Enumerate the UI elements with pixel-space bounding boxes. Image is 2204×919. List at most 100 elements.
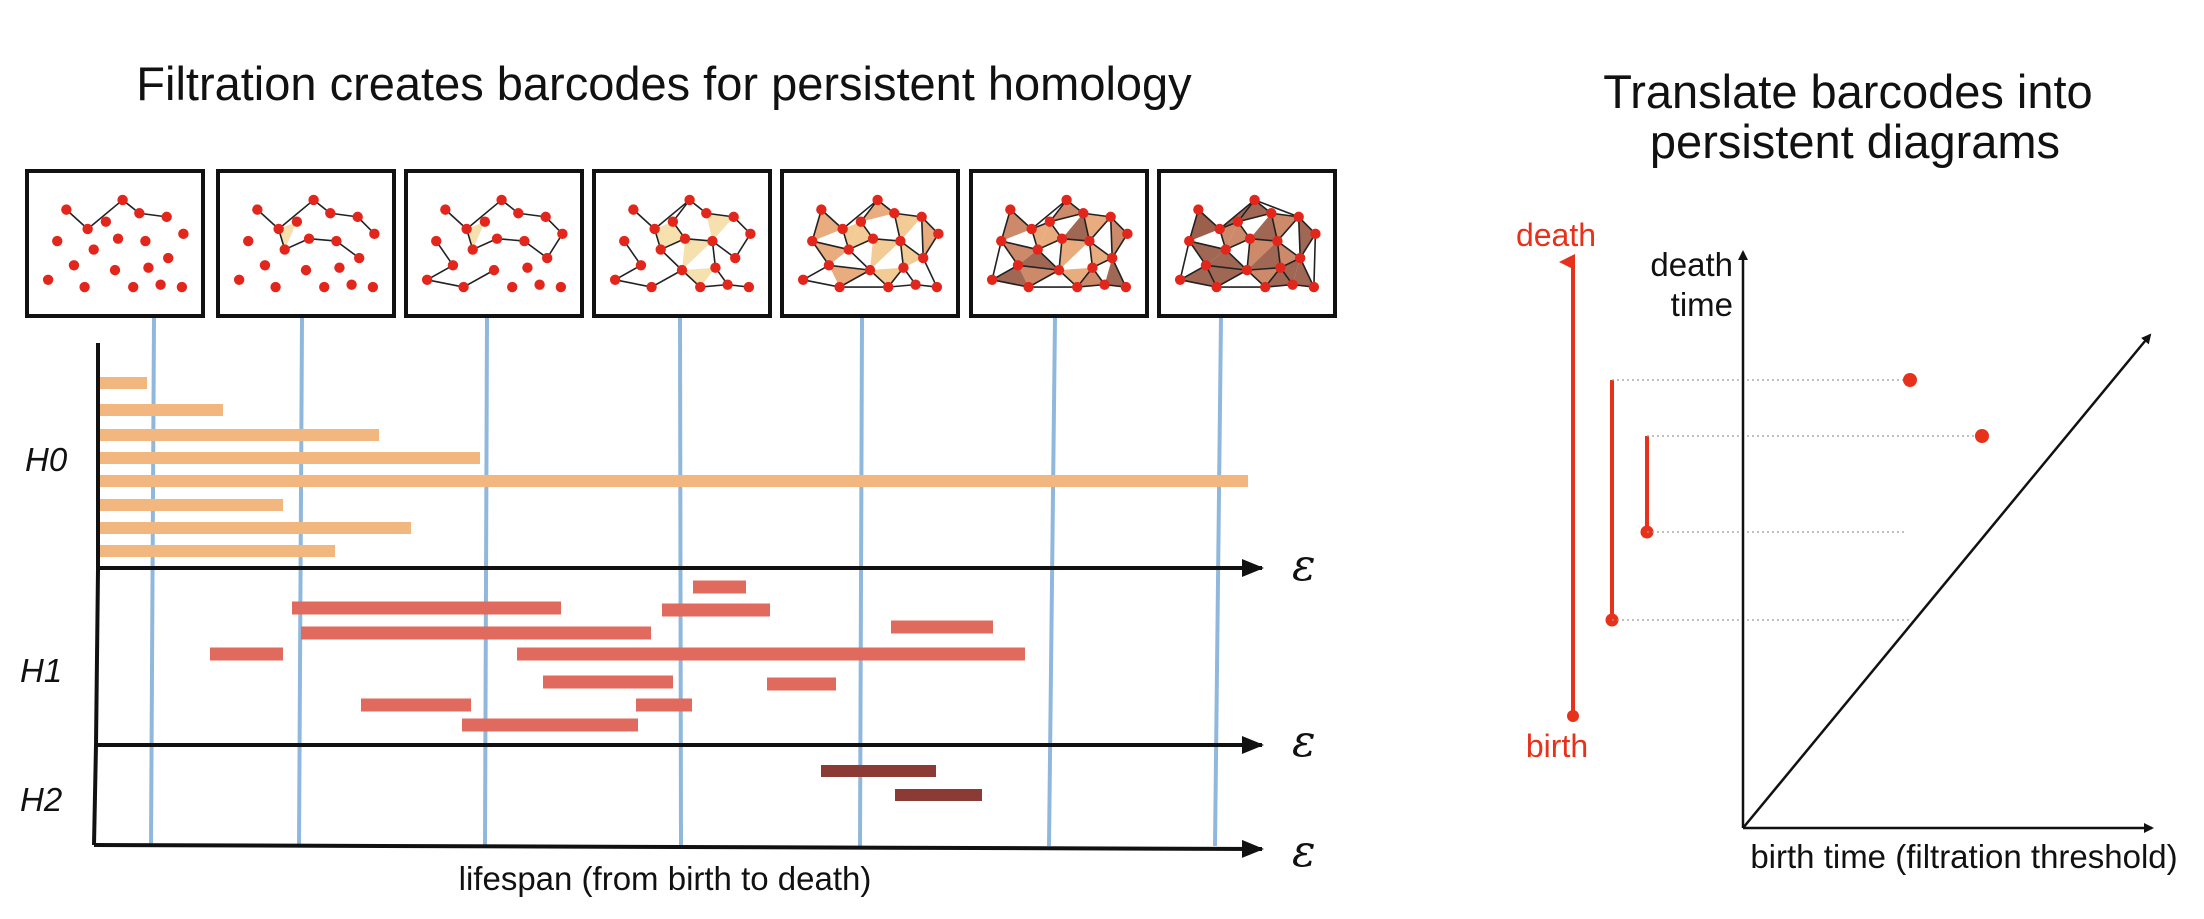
vertex-dot <box>1107 252 1118 264</box>
persistence-point-2 <box>1975 429 1989 443</box>
vertex-dot <box>270 281 281 293</box>
vertex-dot <box>300 264 312 276</box>
vertex-dot <box>79 281 90 293</box>
vertex-dot <box>161 211 172 223</box>
left-panel-title: Filtration creates barcodes for persiste… <box>136 57 1192 110</box>
simplex-triangle <box>900 241 924 268</box>
vertex-dot <box>1200 260 1212 271</box>
vertex-dot <box>555 281 567 293</box>
h1-bar-13 <box>891 620 993 634</box>
simplex-triangle <box>1083 213 1111 242</box>
vertex-dot <box>243 235 254 247</box>
filtration-box-5 <box>780 169 960 318</box>
vertex-dot <box>369 228 380 240</box>
vertex-dot <box>522 262 533 273</box>
barcode-bars <box>100 377 1248 801</box>
simplex-triangle <box>682 238 713 271</box>
h1-label: H1 <box>20 652 62 689</box>
vertex-dot <box>1078 208 1089 219</box>
simplex-edge <box>1179 240 1191 280</box>
simplex-triangle <box>1017 265 1059 288</box>
slice-line-2 <box>297 317 304 847</box>
vertex-dot <box>557 228 568 240</box>
vertex-dot <box>134 208 145 219</box>
vertex-dot <box>1211 281 1222 293</box>
vertex-dot <box>488 264 500 276</box>
vertex-dot <box>367 281 379 293</box>
right-panel-title-line1: Translate barcodes into <box>1603 65 2092 118</box>
vertex-dot <box>273 223 284 235</box>
simplex-edge <box>802 279 840 288</box>
simplex-triangle <box>870 238 901 271</box>
vertex-dot <box>1122 228 1133 240</box>
simplex-edge <box>1111 257 1127 288</box>
h1-bar-9 <box>693 580 746 594</box>
simplex-triangle <box>1062 213 1090 242</box>
vertex-dot <box>1193 204 1204 215</box>
vertex-dot <box>996 235 1007 247</box>
vertex-dot <box>1005 204 1016 215</box>
vertex-dot <box>519 235 530 247</box>
simplex-edge <box>1237 212 1272 223</box>
vertex-dot <box>1249 194 1260 206</box>
filtration-box-2 <box>216 169 396 318</box>
vertex-dot <box>1174 274 1186 285</box>
vertex-dot <box>1120 281 1132 293</box>
vertex-dot <box>1241 264 1253 276</box>
simplex-triangle <box>1104 258 1126 288</box>
vertex-dot <box>1023 281 1034 293</box>
vertex-dot <box>807 235 818 247</box>
filtration-box-6 <box>969 169 1149 318</box>
slice-line-6 <box>1047 317 1057 847</box>
h0-bar-7 <box>100 522 411 534</box>
simplex-edge <box>278 199 315 230</box>
h2-epsilon-axis <box>93 839 1264 858</box>
h1-bar-16 <box>543 675 673 689</box>
simplex-edge <box>1031 199 1068 230</box>
simplex-edge <box>1246 266 1281 271</box>
vertex-dot <box>88 244 99 255</box>
death-label: death <box>1516 217 1596 253</box>
vertex-dot <box>1099 279 1110 290</box>
slice-line-7 <box>1213 317 1223 847</box>
slice-line-4 <box>678 317 683 847</box>
simplex-triangle <box>1077 267 1105 288</box>
vertex-dot <box>431 235 442 247</box>
simplex-triangle <box>1110 216 1128 259</box>
barcode-axes <box>92 343 1264 858</box>
h2-bar-21 <box>821 765 936 777</box>
simplex-edge <box>828 264 871 271</box>
simplex-triangle <box>870 267 904 288</box>
vertex-dot <box>233 274 245 285</box>
vertex-dot <box>259 260 271 271</box>
simplex-edge <box>1028 269 1060 288</box>
vertex-dot <box>308 194 319 206</box>
vertex-dot <box>1220 244 1231 255</box>
vertex-dot <box>855 216 867 227</box>
vertex-dot <box>1053 264 1065 276</box>
slice-line-3 <box>483 317 489 847</box>
vertex-dot <box>707 235 718 247</box>
simplex-triangle <box>1017 249 1059 271</box>
vertex-dot <box>1084 235 1095 247</box>
simplex-edge <box>1189 240 1226 251</box>
lifespan-caption: lifespan (from birth to death) <box>459 860 872 897</box>
simplex-edge <box>1049 212 1084 223</box>
vertex-dot <box>507 281 518 293</box>
h0-bar-1 <box>100 377 147 389</box>
simplex-triangle <box>1205 249 1247 271</box>
vertex-dot <box>883 281 894 293</box>
simplex-triangle <box>1037 221 1063 250</box>
simplex-edge <box>1188 209 1200 242</box>
vertex-dot <box>52 235 63 247</box>
x-axis-label: birth time (filtration threshold) <box>1750 838 2177 875</box>
filtration-box-3 <box>404 169 584 318</box>
vertex-dot <box>1260 281 1271 293</box>
simplex-edge <box>991 279 1029 288</box>
vertex-dot <box>1275 262 1286 273</box>
vertex-dot <box>933 228 944 240</box>
lifespan-birth-dot <box>1567 710 1579 722</box>
simplex-triangle <box>828 265 870 288</box>
simplex-triangle <box>1049 199 1084 222</box>
vertex-dot <box>910 279 921 290</box>
